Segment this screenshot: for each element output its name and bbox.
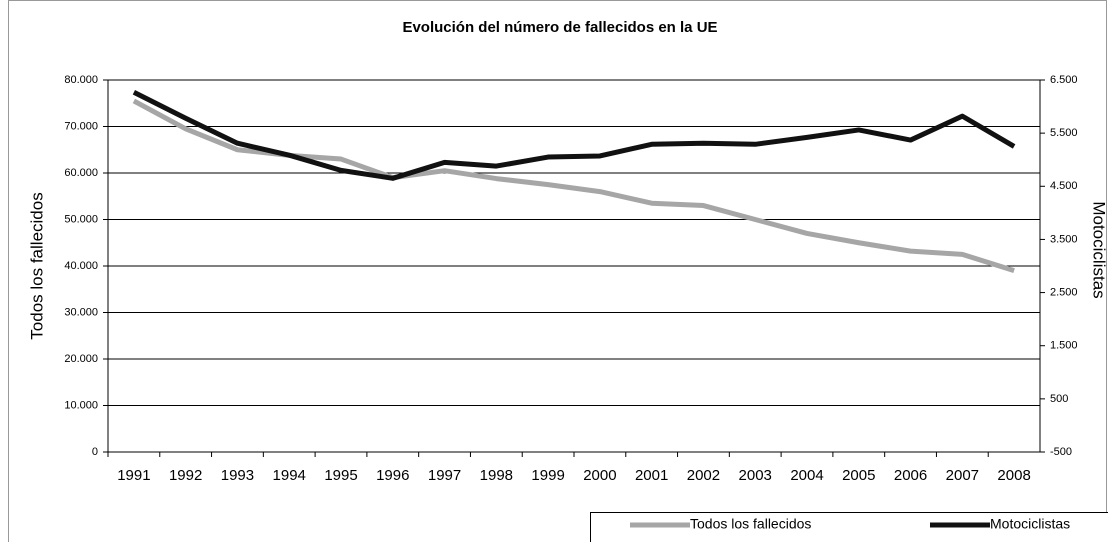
chart-title: Evolución del número de fallecidos en la… (402, 19, 717, 36)
x-tick-label: 1991 (117, 467, 150, 484)
x-tick-label: 1992 (169, 467, 202, 484)
y-tick-label: 50.000 (64, 213, 98, 225)
chart-frame (8, 0, 1107, 542)
y2-tick-label: 5.500 (1050, 127, 1078, 139)
y2-axis-label: Motociclistas (1090, 201, 1108, 298)
y2-tick-label: 2.500 (1050, 286, 1078, 298)
x-tick-label: 2003 (739, 467, 772, 484)
x-tick-label: 1996 (376, 467, 409, 484)
y2-tick-label: 6.500 (1050, 74, 1078, 86)
x-tick-label: 1998 (480, 467, 513, 484)
x-tick-label: 2006 (894, 467, 927, 484)
y2-tick-label: 500 (1050, 393, 1068, 405)
x-tick-label: 2001 (635, 467, 668, 484)
y-tick-label: 20.000 (64, 353, 98, 365)
y-tick-label: 0 (92, 446, 98, 458)
x-tick-label: 1997 (428, 467, 461, 484)
legend-label: Motociclistas (990, 516, 1070, 532)
y2-tick-label: 3.500 (1050, 233, 1078, 245)
y-tick-label: 40.000 (64, 260, 98, 272)
y-tick-label: 10.000 (64, 399, 98, 411)
legend-label: Todos los fallecidos (690, 516, 811, 532)
x-tick-label: 2007 (946, 467, 979, 484)
x-tick-label: 1993 (221, 467, 254, 484)
series-line (132, 89, 1016, 181)
x-tick-label: 2000 (583, 467, 616, 484)
x-tick-label: 1994 (273, 467, 306, 484)
y-tick-label: 30.000 (64, 306, 98, 318)
y-tick-label: 70.000 (64, 120, 98, 132)
x-tick-label: 2002 (687, 467, 720, 484)
y2-tick-label: 1.500 (1050, 340, 1078, 352)
x-tick-label: 1999 (531, 467, 564, 484)
y2-tick-label: 4.500 (1050, 180, 1078, 192)
x-tick-label: 2004 (790, 467, 823, 484)
y-tick-label: 60.000 (64, 167, 98, 179)
y-axis-label: Todos los fallecidos (27, 192, 46, 339)
x-tick-label: 2008 (997, 467, 1030, 484)
y-tick-label: 80.000 (64, 74, 98, 86)
x-tick-label: 2005 (842, 467, 875, 484)
y2-tick-label: -500 (1050, 446, 1072, 458)
x-tick-label: 1995 (324, 467, 357, 484)
